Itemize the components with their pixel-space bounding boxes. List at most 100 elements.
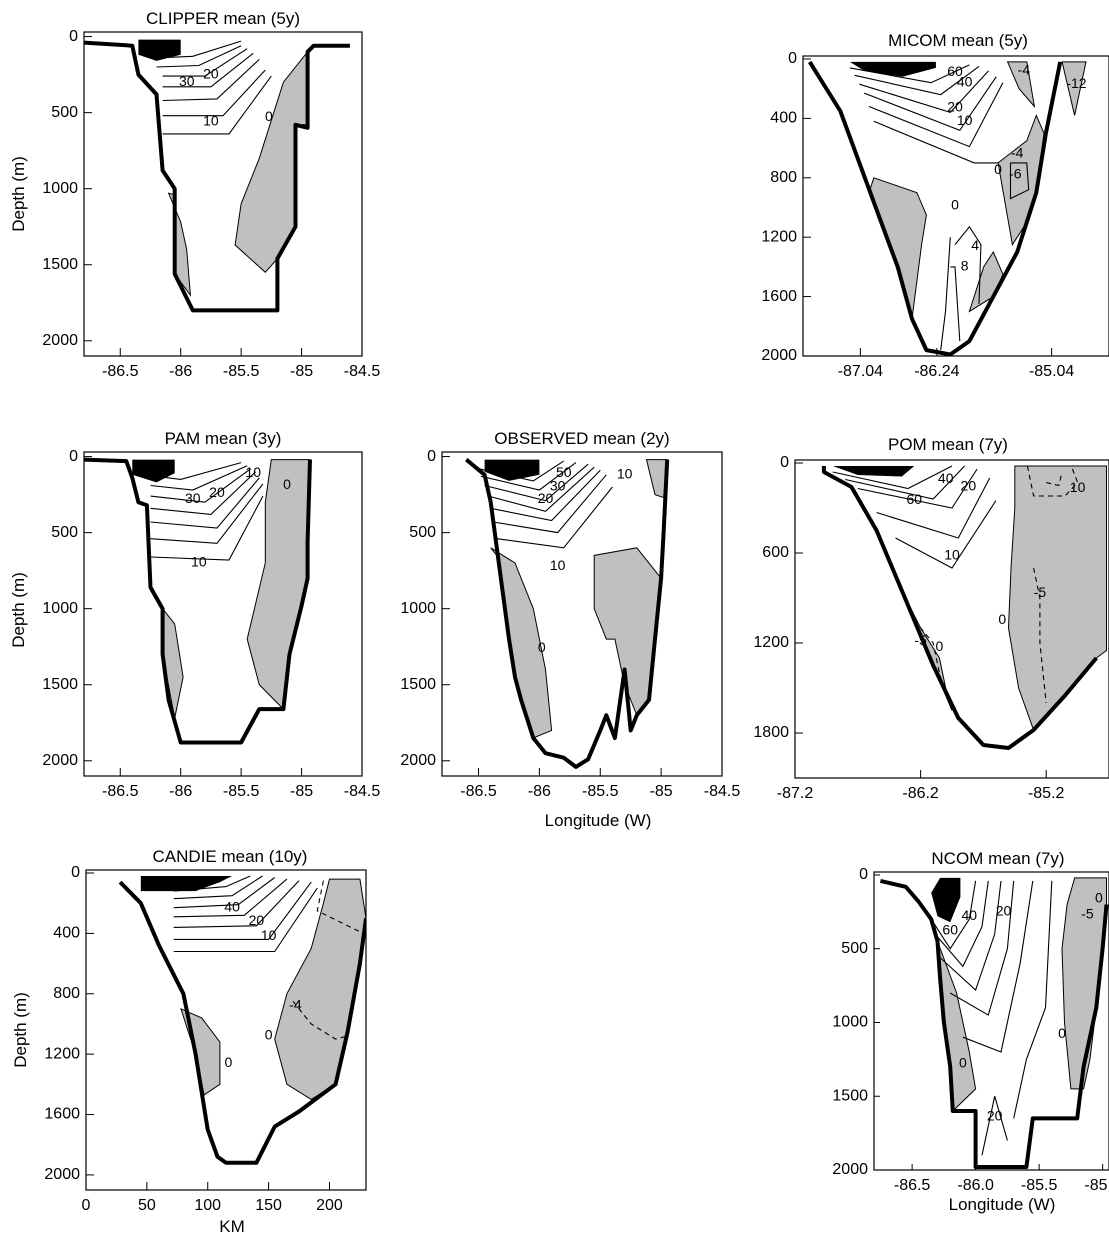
y-tick-label: 1500 (42, 256, 78, 273)
x-tick-label: -86.5 (102, 783, 139, 800)
contour-line (895, 500, 997, 569)
contour-label: 30 (179, 73, 195, 89)
contour-line (162, 58, 260, 102)
contour-line (493, 474, 607, 534)
core-max-region (140, 876, 233, 892)
contour-label: -12 (1066, 75, 1086, 91)
plot-area: 30 20 10 0 10 (84, 457, 312, 745)
x-tick-label: 200 (316, 1197, 343, 1214)
contour-label: 8 (961, 258, 969, 274)
y-tick-label: 1000 (42, 180, 78, 197)
plot-area: 30 20 10 0 (84, 39, 350, 313)
contour-label: 30 (185, 490, 201, 506)
bathymetry-line (465, 458, 670, 769)
contour-label: 20 (961, 478, 977, 494)
contour-label: 20 (249, 912, 265, 928)
contour-label: 10 (550, 557, 566, 573)
x-axis-label: Longitude (W) (949, 1195, 1056, 1214)
contour-label: 10 (245, 464, 261, 480)
negative-flow-region (1061, 877, 1107, 1090)
x-tick-label: -86.0 (957, 1177, 994, 1194)
panel-title: OBSERVED mean (2y) (494, 429, 669, 448)
y-tick-label: 0 (427, 448, 436, 465)
x-tick-label: 100 (194, 1197, 221, 1214)
x-tick-label: -85.0 (1084, 1177, 1109, 1194)
contour-line (873, 120, 999, 164)
plot-frame (441, 451, 723, 777)
contour-line (150, 465, 248, 491)
x-axis-label: KM (219, 1217, 245, 1236)
contour-line (496, 486, 613, 549)
contour-label: 20 (203, 65, 219, 81)
y-tick-label: 1500 (832, 1087, 868, 1104)
contour-label: 0 (283, 476, 291, 492)
contour-line (868, 82, 1004, 148)
contour-line (150, 483, 264, 544)
contour-label: 0 (994, 161, 1002, 177)
y-tick-label: 1200 (44, 1045, 80, 1062)
contour-line (490, 469, 601, 522)
y-tick-label: 2000 (42, 332, 78, 349)
contour-label: 0 (1095, 889, 1103, 905)
contour-label: 20 (209, 484, 225, 500)
bathymetry-line (821, 466, 1098, 750)
contour-label: 40 (938, 470, 954, 486)
contour-line (832, 465, 953, 490)
contour-label: 10 (191, 554, 207, 570)
contour-line (981, 1096, 1008, 1156)
panel-title: NCOM mean (7y) (931, 849, 1064, 868)
contour-line (150, 495, 264, 561)
negative-flow-region (868, 177, 927, 320)
panel-title: PAM mean (3y) (165, 429, 282, 448)
contour-line (173, 877, 276, 909)
contour-label: 10 (203, 112, 219, 128)
contour-label: 0 (936, 638, 944, 654)
contour-label: -5 (914, 632, 927, 648)
y-tick-label: 2000 (761, 347, 797, 364)
contour-line (845, 465, 965, 500)
core-max-region (138, 39, 181, 61)
x-axis-label: Longitude (W) (545, 811, 652, 830)
contour-line (940, 237, 951, 351)
core-max-region (832, 466, 915, 477)
x-tick-label: -86 (528, 783, 551, 800)
y-tick-label: 1000 (400, 600, 436, 617)
contour-line (1009, 162, 1030, 200)
plot-frame (83, 451, 363, 777)
bathymetry-line (118, 880, 366, 1165)
bathymetry-line (84, 40, 350, 313)
panel-title: POM mean (7y) (888, 435, 1008, 454)
contour-line (150, 468, 252, 503)
contour-line (173, 878, 288, 918)
plot-frame (794, 459, 1109, 779)
negative-flow-region (968, 250, 1004, 313)
x-tick-label: -85.5 (582, 783, 619, 800)
contour-line (316, 880, 364, 934)
contour-line (162, 69, 266, 117)
contour-label: 0 (225, 1054, 233, 1070)
y-tick-label: 500 (51, 524, 78, 541)
x-tick-label: -86.5 (460, 783, 497, 800)
x-tick-label: -84.5 (344, 363, 381, 380)
y-tick-label: 1800 (753, 724, 789, 741)
contour-line (859, 70, 989, 114)
y-tick-label: 2000 (832, 1161, 868, 1178)
y-tick-label: 0 (71, 864, 80, 881)
contour-line (854, 65, 980, 96)
x-tick-label: -85.2 (1028, 785, 1065, 802)
contour-line (954, 225, 982, 305)
contour-label: -6 (1009, 166, 1022, 182)
x-tick-label: -86.5 (102, 363, 139, 380)
contour-line (162, 75, 272, 135)
contour-line (292, 1000, 348, 1040)
contour-label: 40 (961, 907, 977, 923)
core-max-region (849, 61, 936, 77)
contour-line (1026, 465, 1079, 497)
panel-clipper: CLIPPER mean (5y) Depth (m) 30 20 10 0 -86.5… (9, 9, 380, 380)
y-tick-label: 1200 (753, 634, 789, 651)
